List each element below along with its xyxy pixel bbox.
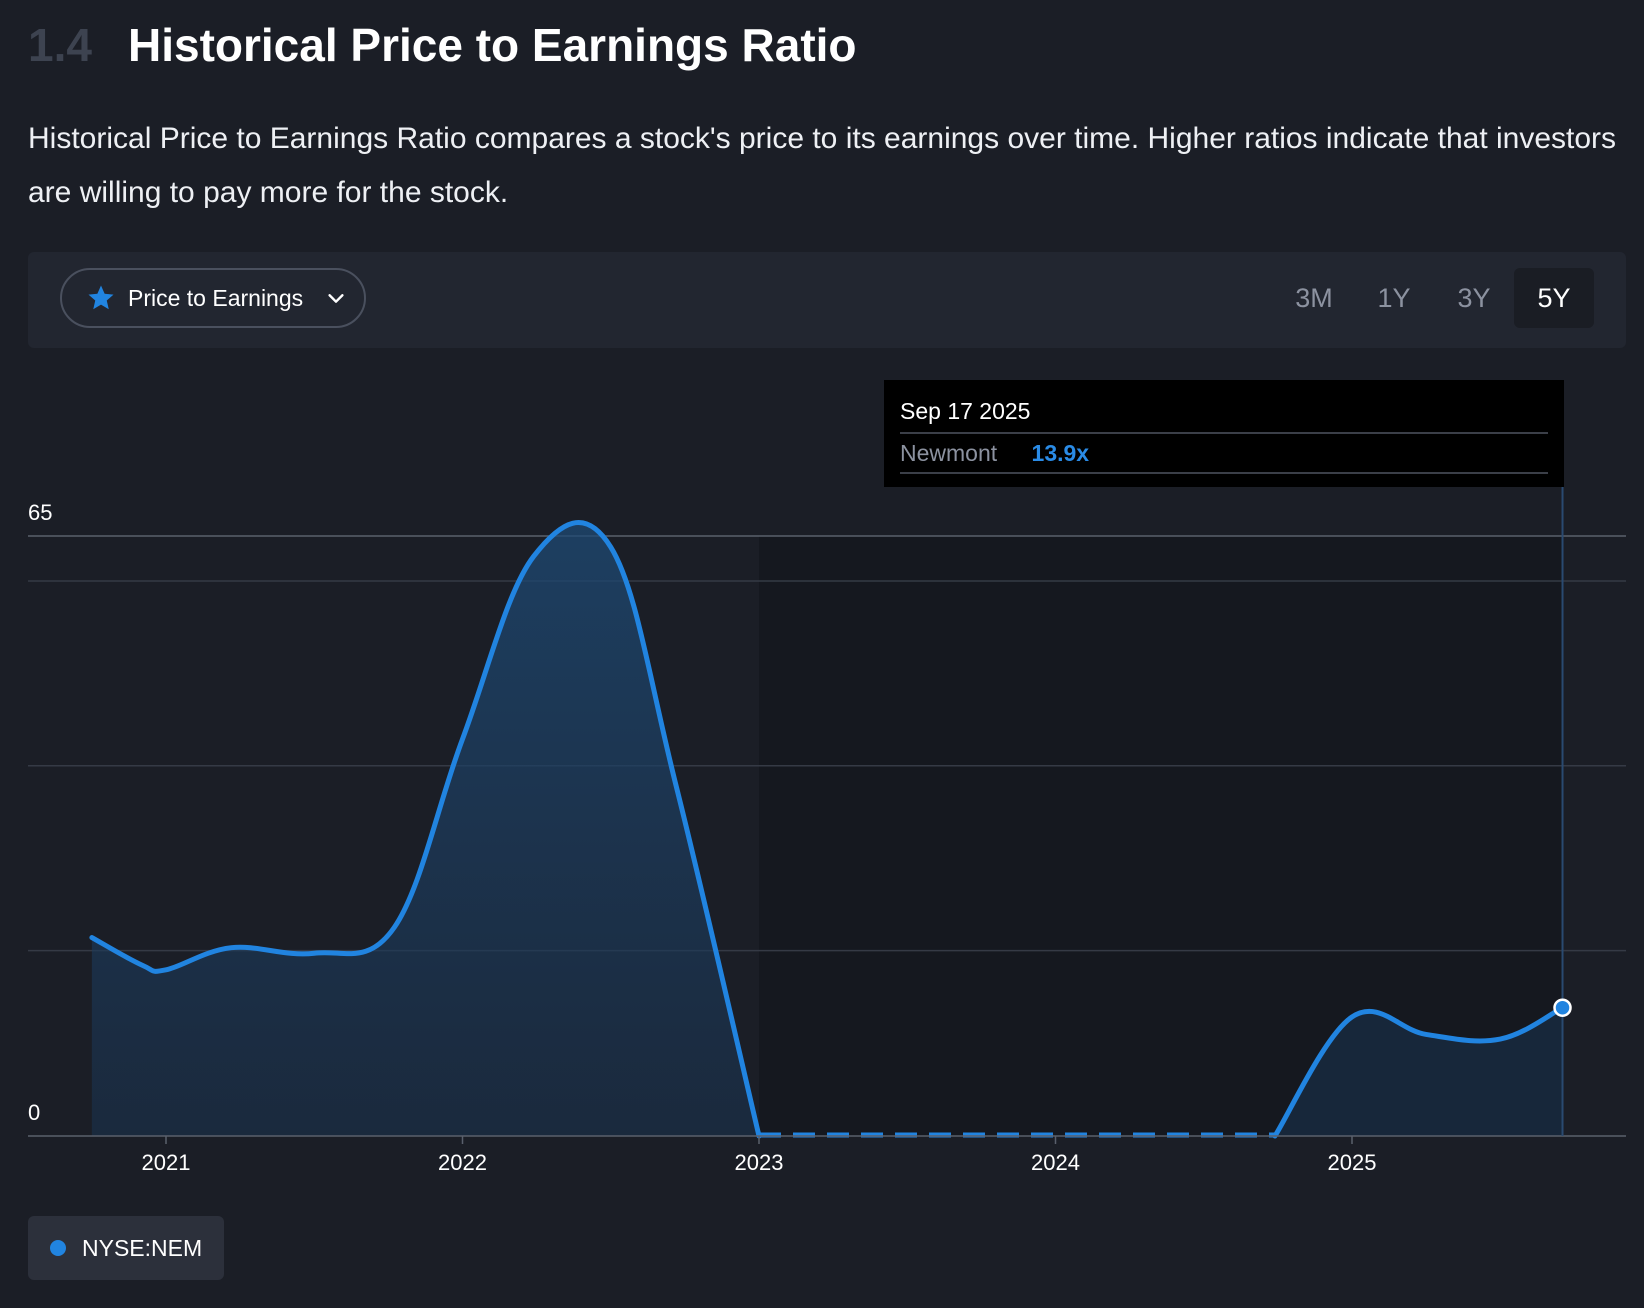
- highlight-point: [1553, 998, 1572, 1017]
- series-area-1: [91, 522, 759, 1136]
- x-tick-label: 2025: [1328, 1150, 1377, 1175]
- chart-toolbar: Price to Earnings 3M 1Y 3Y 5Y: [28, 252, 1626, 348]
- pe-ratio-chart[interactable]: 2021 2022 2023 2024 2025 65 0: [0, 0, 1644, 1200]
- series-line-2: [1272, 1005, 1566, 1139]
- tab-3m[interactable]: 3M: [1295, 283, 1333, 313]
- tab-5y[interactable]: 5Y: [1514, 268, 1594, 328]
- y-tick-label-min: 0: [28, 1100, 40, 1125]
- metric-dropdown-label: Price to Earnings: [128, 284, 304, 311]
- tooltip-row: Newmont 13.9x: [900, 434, 1548, 474]
- x-tick-label: 2023: [735, 1150, 784, 1175]
- chart-tooltip: Sep 17 2025 Newmont 13.9x: [884, 380, 1564, 487]
- metric-dropdown[interactable]: Price to Earnings: [60, 268, 366, 328]
- legend-chip[interactable]: NYSE:NEM: [28, 1216, 224, 1280]
- tab-3y[interactable]: 3Y: [1457, 283, 1491, 313]
- series-line-1: [89, 520, 762, 1139]
- section-header: 1.4 Historical Price to Earnings Ratio: [28, 18, 857, 72]
- tooltip-series-name: Newmont: [900, 440, 998, 466]
- x-tick-label: 2022: [438, 1150, 487, 1175]
- section-description: Historical Price to Earnings Ratio compa…: [28, 122, 1617, 209]
- tooltip-date: Sep 17 2025: [900, 380, 1548, 434]
- series-area-2: [1274, 1007, 1563, 1136]
- chevron-down-icon: [328, 294, 344, 303]
- legend-label: NYSE:NEM: [82, 1234, 203, 1261]
- y-tick-label-max: 65: [28, 500, 52, 525]
- range-tabs: 3M 1Y 3Y 5Y: [1274, 268, 1594, 328]
- tooltip-series-value: 13.9x: [1031, 440, 1090, 466]
- star-icon: [88, 285, 114, 310]
- x-tick-label: 2024: [1031, 1150, 1080, 1175]
- tab-1y[interactable]: 1Y: [1377, 283, 1411, 313]
- x-tick-label: 2021: [142, 1150, 191, 1175]
- legend-dot: [50, 1240, 66, 1256]
- section-number: 1.4: [28, 19, 92, 71]
- page-title: Historical Price to Earnings Ratio: [128, 19, 857, 71]
